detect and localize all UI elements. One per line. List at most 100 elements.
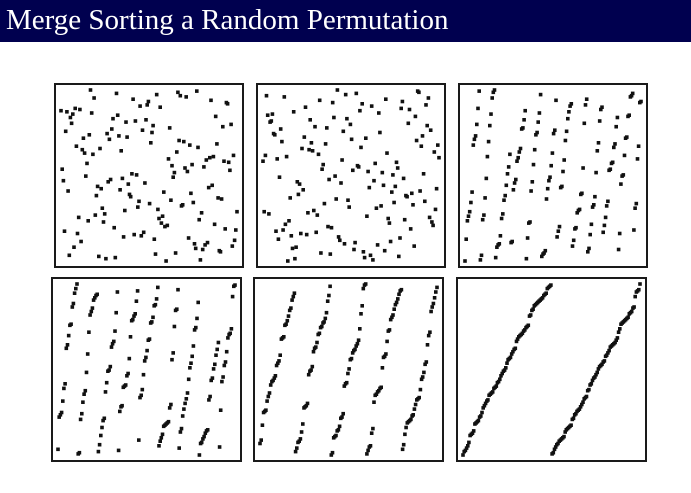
data-point (223, 360, 228, 364)
data-point (437, 155, 441, 160)
data-point (496, 379, 501, 384)
data-point (531, 307, 535, 311)
data-point (274, 363, 279, 368)
data-point (476, 418, 481, 423)
data-point (212, 222, 217, 227)
data-point (223, 227, 227, 231)
data-point (563, 138, 568, 143)
data-point (408, 227, 413, 231)
data-point (224, 349, 229, 354)
data-point (369, 104, 374, 108)
data-point (183, 166, 187, 170)
data-point (95, 292, 99, 297)
data-point (303, 105, 308, 109)
data-point (480, 217, 485, 222)
data-point (589, 222, 594, 227)
data-point (613, 340, 617, 345)
data-point (290, 298, 294, 302)
data-point (75, 282, 79, 286)
data-point (84, 174, 88, 178)
data-point (340, 415, 344, 419)
data-point (145, 348, 149, 353)
data-point (285, 318, 290, 323)
data-point (393, 302, 398, 307)
data-point (78, 107, 82, 112)
data-point (118, 188, 122, 192)
data-point (185, 169, 190, 174)
data-point (433, 207, 438, 212)
data-point (147, 201, 152, 206)
data-point (195, 316, 199, 321)
data-point (577, 207, 582, 212)
data-point (137, 438, 141, 442)
data-point (292, 291, 297, 295)
data-point (562, 434, 566, 439)
data-point (151, 315, 155, 320)
data-point (217, 445, 222, 449)
data-point (153, 302, 158, 307)
data-point (216, 340, 221, 345)
data-point (411, 413, 415, 417)
data-point (595, 370, 599, 375)
data-point (321, 162, 325, 167)
data-point (82, 151, 87, 155)
data-point (120, 176, 125, 181)
data-point (470, 431, 475, 435)
data-point (426, 96, 431, 100)
data-point (198, 258, 203, 262)
data-point (616, 247, 621, 252)
data-point (323, 142, 328, 146)
data-point (79, 239, 83, 244)
data-point (336, 428, 341, 432)
data-point (593, 375, 597, 379)
data-point (171, 175, 175, 179)
data-point (388, 317, 393, 322)
data-point (568, 104, 572, 108)
data-point (358, 327, 362, 331)
data-point (205, 240, 210, 245)
data-point (140, 128, 145, 132)
scatter-panel-3 (458, 83, 648, 268)
data-point (594, 170, 598, 175)
data-point (63, 129, 68, 134)
data-point (530, 180, 535, 184)
data-point (401, 442, 406, 447)
data-point (147, 337, 152, 341)
data-point (552, 447, 557, 452)
scatter-plot-5 (258, 282, 439, 457)
data-point (110, 341, 115, 346)
data-point (149, 141, 153, 145)
data-point (603, 215, 608, 220)
data-point (484, 176, 489, 181)
data-point (353, 240, 357, 245)
data-point (382, 248, 387, 253)
data-point (277, 175, 282, 179)
data-point (557, 224, 562, 229)
data-point (196, 145, 200, 150)
data-point (594, 372, 598, 377)
data-point (289, 306, 293, 310)
data-point (334, 197, 338, 201)
data-point (118, 409, 122, 414)
title-bar: Merge Sorting a Random Permutation (0, 0, 691, 42)
data-point (57, 415, 61, 419)
data-point (503, 193, 507, 198)
data-point (590, 205, 595, 209)
data-point (411, 203, 415, 207)
data-point (127, 192, 132, 197)
data-point (141, 230, 146, 235)
data-point (265, 113, 270, 117)
data-point (368, 253, 373, 258)
data-point (542, 251, 546, 255)
data-point (324, 310, 329, 315)
data-point (327, 293, 331, 298)
data-point (264, 408, 268, 412)
data-point (575, 211, 579, 215)
data-point (108, 177, 113, 182)
data-point (511, 188, 516, 192)
data-point (523, 328, 527, 332)
data-point (102, 416, 107, 421)
data-point (547, 178, 551, 183)
data-point (158, 105, 162, 109)
data-point (314, 345, 318, 349)
